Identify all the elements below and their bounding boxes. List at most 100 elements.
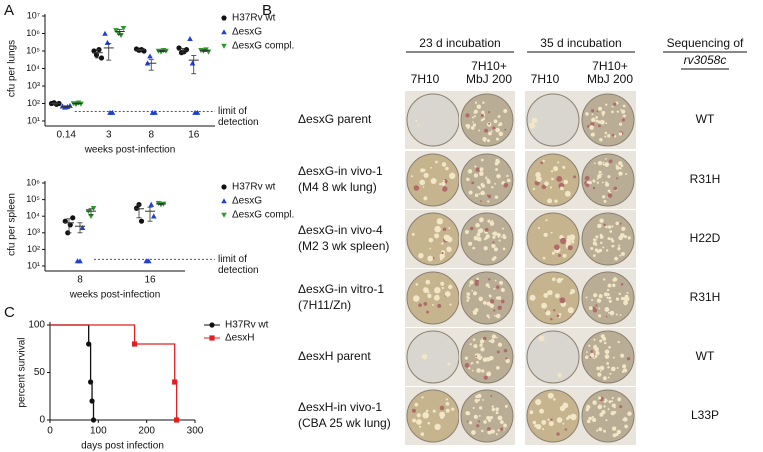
colony (445, 166, 449, 171)
colony (487, 200, 490, 203)
colony (473, 291, 477, 296)
point (86, 341, 92, 347)
colony (493, 247, 499, 252)
colony (591, 416, 594, 419)
colony (474, 308, 479, 312)
colony (612, 278, 616, 282)
colony (497, 296, 502, 300)
colony (625, 418, 628, 421)
colony (608, 296, 612, 300)
colony (478, 187, 482, 190)
colony (478, 192, 481, 195)
point (172, 379, 178, 385)
colony (427, 421, 431, 425)
x-axis-title: days post infection (81, 441, 164, 452)
y-axis-title: cfu per lungs (7, 40, 18, 97)
y-tick-label: 50 (34, 367, 46, 378)
y-tick-label: 10³ (27, 227, 40, 237)
colony (469, 343, 472, 346)
colony (441, 181, 446, 186)
colony (615, 297, 620, 301)
colony (478, 228, 484, 233)
colony (601, 173, 603, 176)
colony (592, 238, 596, 242)
point (148, 201, 155, 207)
colony (602, 163, 605, 166)
strain-label: ΔesxG-in vivo-4 (298, 223, 383, 237)
legend-marker (221, 198, 227, 204)
colony (593, 345, 597, 350)
colony (484, 227, 489, 232)
colony (619, 122, 622, 126)
colony (416, 413, 421, 418)
colony (592, 417, 597, 423)
colony (500, 420, 504, 425)
colony (491, 334, 497, 339)
colony (442, 227, 447, 232)
colony (537, 226, 541, 230)
colony (622, 104, 626, 108)
colony (414, 402, 419, 407)
colony (608, 400, 612, 404)
plate (406, 330, 460, 384)
colony (497, 123, 501, 127)
colony (492, 241, 495, 244)
colony (499, 280, 504, 285)
colony (623, 235, 628, 239)
colony (478, 129, 481, 132)
colony (603, 405, 606, 408)
colony (442, 186, 448, 192)
colony (603, 429, 606, 433)
colony (597, 174, 602, 179)
colony (558, 253, 562, 257)
colony (617, 247, 621, 251)
colony (466, 299, 470, 302)
colony (473, 115, 476, 118)
colony (535, 423, 542, 430)
colony (619, 254, 622, 257)
colony (480, 429, 484, 433)
colony (614, 135, 617, 138)
legend-label: ΔesxH (225, 333, 254, 344)
colony (612, 433, 617, 438)
colony (434, 225, 441, 233)
colony (585, 296, 588, 299)
colony (601, 410, 606, 415)
colony (481, 110, 485, 114)
colony (486, 314, 490, 318)
colony (532, 420, 537, 425)
step-segment (134, 343, 176, 382)
colony (603, 199, 607, 203)
y-tick-label: 10² (27, 244, 40, 254)
strain-label: ΔesxG parent (298, 112, 372, 126)
colony (543, 293, 549, 298)
colony (592, 400, 597, 405)
colony (609, 230, 613, 233)
colony (556, 278, 562, 284)
colony (421, 353, 428, 360)
colony (487, 219, 491, 223)
colony (491, 243, 496, 248)
colony (549, 186, 553, 189)
colony (479, 171, 484, 177)
colony (410, 175, 413, 178)
colony (478, 296, 483, 302)
y-tick-label: 10⁶ (26, 177, 40, 187)
panel-letter: A (4, 2, 14, 19)
colony (434, 286, 441, 294)
colony (605, 399, 608, 402)
colony (490, 338, 495, 344)
colony (437, 294, 439, 297)
colony (612, 356, 615, 359)
sequencing-result: H22D (690, 231, 721, 245)
colony (483, 375, 488, 380)
colony (491, 257, 496, 262)
sequencing-result: WT (696, 112, 715, 126)
colony (584, 355, 589, 360)
x-tick-label: 16 (144, 275, 156, 286)
colony (422, 186, 425, 188)
colony (472, 246, 476, 250)
colony (602, 161, 605, 164)
legend-marker (221, 29, 227, 35)
colony (478, 353, 481, 356)
